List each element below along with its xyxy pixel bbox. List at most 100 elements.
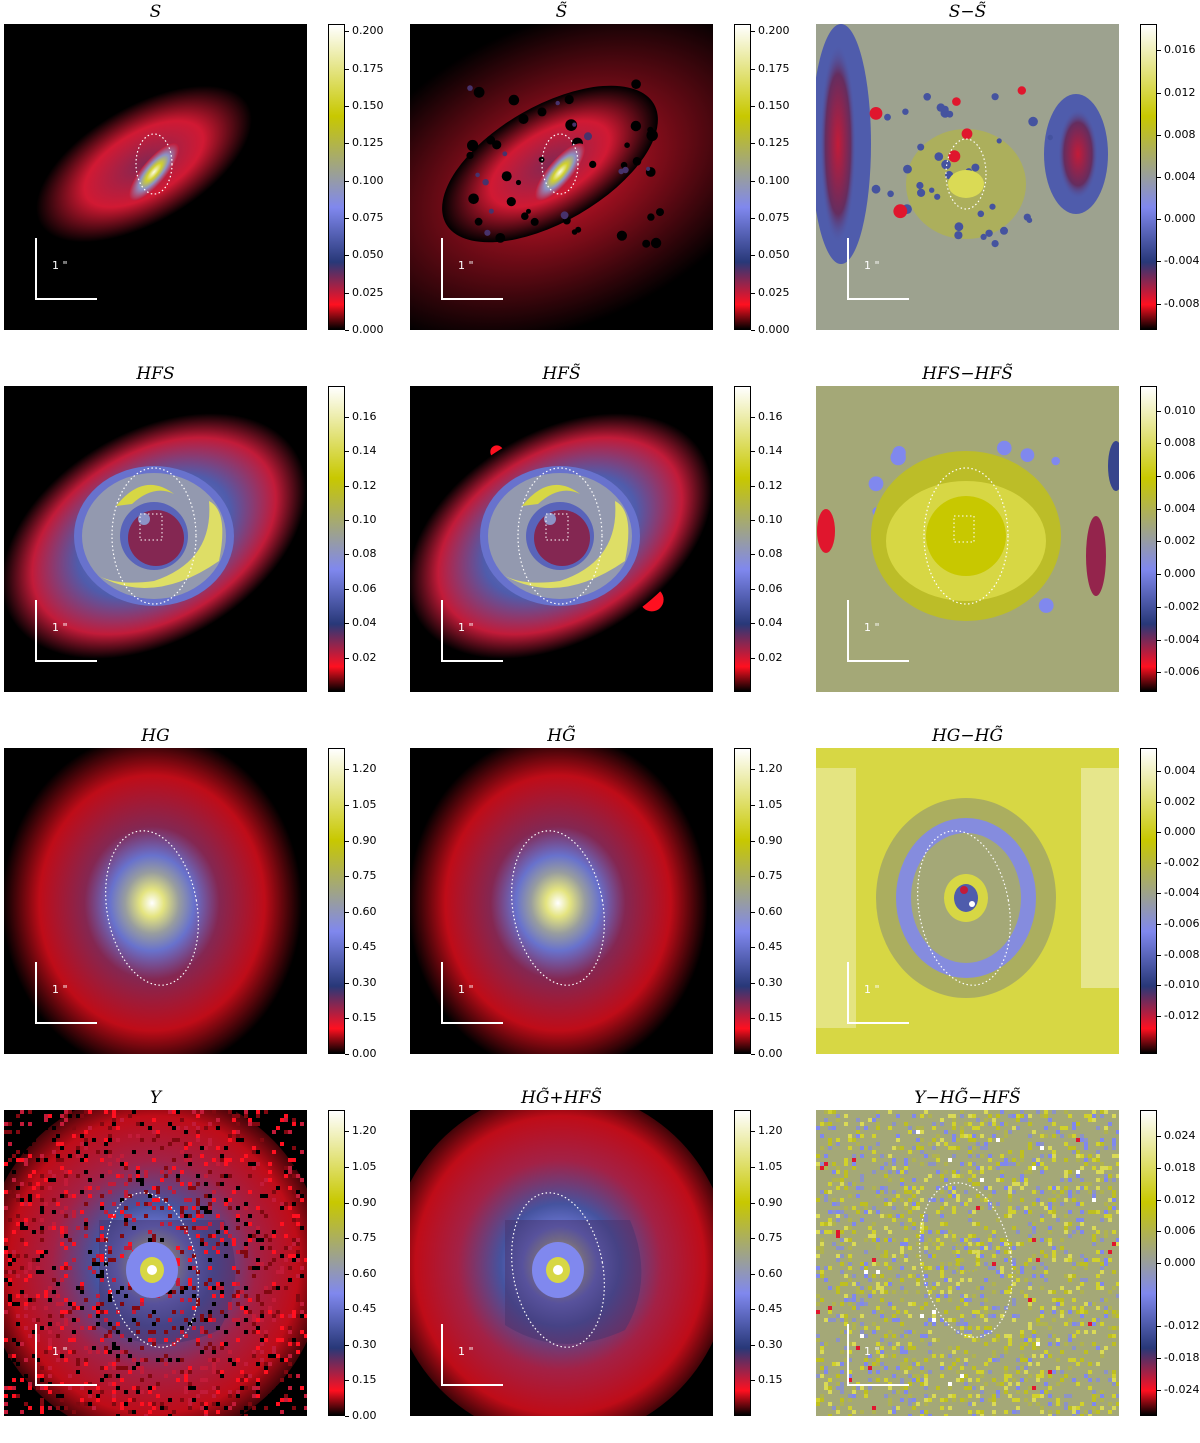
colorbar — [328, 24, 345, 330]
colorbar — [734, 24, 751, 330]
tick-label: 0.006 — [1164, 469, 1196, 482]
tick-mark — [751, 68, 755, 70]
colorbar — [1140, 748, 1157, 1054]
tick-label: 0.08 — [352, 547, 377, 561]
tick-label: 0.15 — [758, 1373, 783, 1387]
tick-mark — [1157, 893, 1161, 895]
scale-bar — [847, 1324, 909, 1386]
tick-mark — [1157, 303, 1161, 305]
colorbar — [1140, 386, 1157, 692]
tick-label: 0.04 — [758, 616, 783, 630]
scale-label: 1 " — [864, 1345, 880, 1358]
panel-title: Y — [149, 1088, 162, 1108]
scale-bar — [35, 1324, 97, 1386]
tick-mark — [345, 330, 349, 331]
tick-label: 0.16 — [352, 409, 377, 423]
tick-label: -0.012 — [1164, 1008, 1200, 1022]
tick-label: -0.008 — [1164, 947, 1200, 961]
colorbar — [734, 1110, 751, 1416]
tick-mark — [751, 255, 755, 257]
tick-mark — [345, 911, 349, 913]
tick-label: 0.45 — [352, 940, 377, 954]
panel-12: Y−HG̃−HFS̃ 1 " -0.024 -0.018 -0.012 0.000 0.00… — [812, 1086, 1200, 1443]
tick-mark — [1157, 1263, 1161, 1264]
tick-mark — [751, 1054, 755, 1055]
panel-title: HFS̃ — [542, 364, 581, 384]
tick-label: -0.006 — [1164, 916, 1200, 930]
tick-label: 0.12 — [758, 478, 783, 492]
colorbar-ticks: 0.000 0.025 0.050 0.075 0.100 0.125 0.150 0.175… — [751, 24, 811, 336]
tick-label: 0.002 — [1164, 534, 1196, 548]
tick-label: 0.018 — [1164, 1161, 1196, 1175]
tick-mark — [1157, 50, 1161, 52]
tick-label: 0.75 — [352, 869, 377, 883]
tick-label: 0.150 — [352, 99, 384, 113]
scale-bar — [35, 600, 97, 662]
tick-mark — [1157, 219, 1161, 221]
tick-mark — [345, 1380, 349, 1382]
panel-title: HG−HG̃ — [931, 726, 1004, 746]
tick-mark — [751, 330, 755, 331]
tick-label: 0.45 — [758, 1302, 783, 1316]
tick-mark — [345, 485, 349, 487]
heatmap-svg — [816, 1110, 1119, 1416]
tick-mark — [345, 1344, 349, 1346]
tick-label: 1.20 — [758, 762, 783, 776]
tick-label: 0.10 — [758, 513, 783, 527]
tick-mark — [751, 1131, 755, 1133]
tick-label: 1.20 — [352, 762, 377, 776]
tick-mark — [1157, 832, 1161, 834]
tick-mark — [751, 554, 755, 556]
colorbar-ticks: -0.008 -0.004 0.000 0.004 0.008 0.012 0.016 — [1157, 24, 1200, 330]
heatmap-image: 1 " — [816, 1110, 1119, 1416]
scale-bar — [441, 238, 503, 300]
panel-6: HFS−HFS̃ 1 " -0.006 -0.004 -0.002 0.000 0.002 0… — [812, 362, 1200, 719]
tick-label: 0.00 — [352, 1409, 377, 1422]
tick-label: 0.30 — [352, 1337, 377, 1351]
tick-label: 0.15 — [758, 1011, 783, 1025]
tick-mark — [345, 623, 349, 625]
tick-label: 0.60 — [352, 904, 377, 918]
heatmap-svg — [4, 386, 307, 692]
colorbar-ticks: 0.00 0.15 0.30 0.45 0.60 0.75 0.90 1.05 1.20 — [751, 748, 811, 1060]
tick-label: 0.08 — [758, 547, 783, 561]
panel-5: HFS̃ 1 " 0.02 0.04 0.06 0.08 0.10 0.12 0.14 0.16 — [406, 362, 806, 719]
tick-mark — [751, 292, 755, 294]
colorbar-ticks: 0.15 0.30 0.45 0.60 0.75 0.90 1.05 1.20 — [751, 1110, 811, 1416]
tick-mark — [751, 143, 755, 145]
panel-11: HG̃+HFS̃ 1 " 0.15 0.30 0.45 0.60 0.75 0.90 1.05 1… — [406, 1086, 806, 1443]
tick-mark — [345, 657, 349, 659]
tick-label: -0.004 — [1164, 254, 1200, 268]
tick-mark — [751, 1309, 755, 1311]
panel-title: HFS — [136, 364, 175, 384]
tick-label: 0.004 — [1164, 170, 1196, 183]
colorbar — [734, 386, 751, 692]
tick-label: 0.000 — [1164, 1256, 1196, 1269]
tick-mark — [345, 1202, 349, 1204]
panel-title: HFS−HFS̃ — [922, 364, 1013, 384]
tick-label: 0.14 — [352, 444, 377, 458]
tick-mark — [751, 1380, 755, 1382]
heatmap-svg — [816, 386, 1119, 692]
tick-mark — [1157, 92, 1161, 94]
tick-mark — [345, 1131, 349, 1133]
tick-label: 0.050 — [758, 248, 790, 262]
tick-mark — [751, 876, 755, 878]
tick-label: 0.30 — [758, 1337, 783, 1351]
scale-label: 1 " — [52, 259, 68, 272]
tick-mark — [1157, 985, 1161, 987]
tick-label: 0.90 — [352, 1195, 377, 1209]
colorbar — [734, 748, 751, 1054]
tick-label: 0.00 — [758, 1047, 783, 1060]
tick-label: 0.004 — [1164, 763, 1196, 777]
tick-mark — [751, 218, 755, 220]
tick-mark — [345, 804, 349, 806]
tick-label: 0.000 — [352, 323, 384, 336]
tick-label: 1.05 — [758, 1159, 783, 1173]
tick-label: 0.06 — [758, 581, 783, 595]
tick-mark — [1157, 1389, 1161, 1391]
tick-mark — [1157, 672, 1161, 674]
colorbar-ticks: -0.024 -0.018 -0.012 0.000 0.006 0.012 0.018 0.… — [1157, 1110, 1200, 1416]
tick-mark — [1157, 1326, 1161, 1328]
tick-label: 0.150 — [758, 99, 790, 113]
